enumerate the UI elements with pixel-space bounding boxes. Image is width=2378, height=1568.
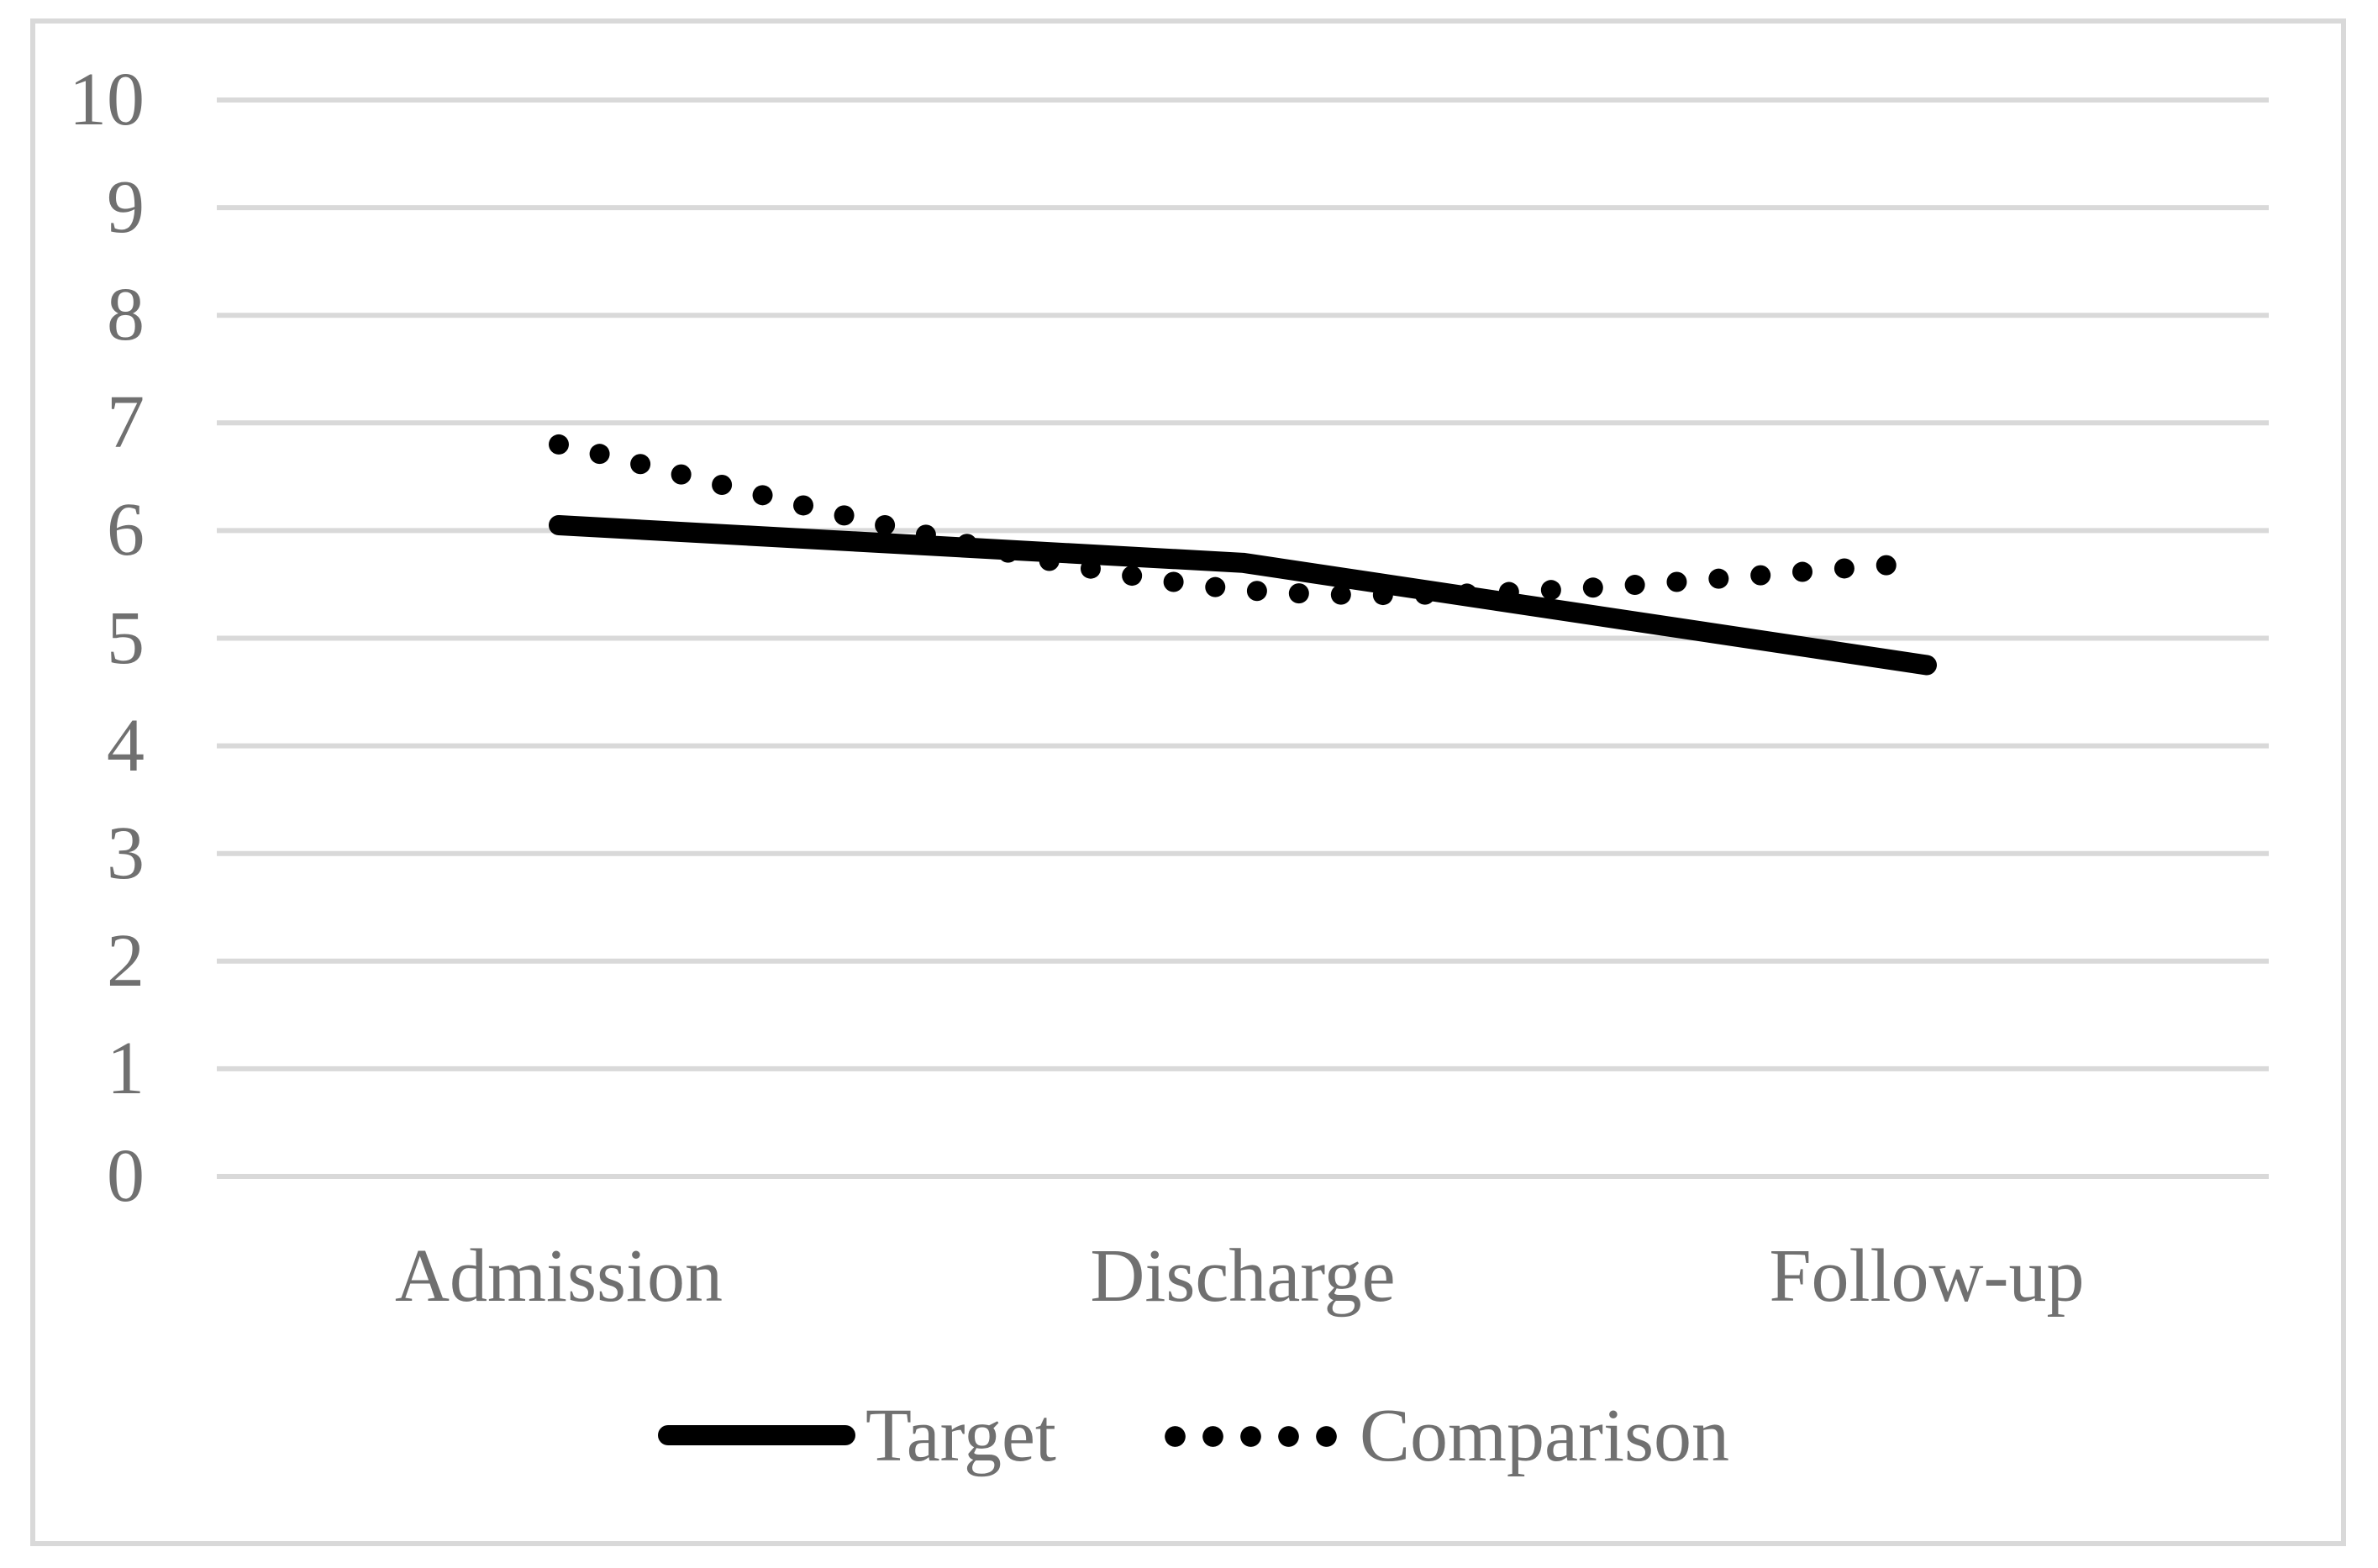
y-tick-label-7: 7 bbox=[107, 381, 145, 465]
chart-area-border bbox=[30, 18, 2346, 1546]
legend-target-solid-line-sample bbox=[658, 1425, 855, 1445]
y-tick-label-0: 0 bbox=[107, 1134, 145, 1218]
series-line-comparison bbox=[549, 434, 1937, 606]
y-tick-label-2: 2 bbox=[107, 918, 145, 1002]
series-line-target bbox=[549, 515, 1937, 676]
legend-target-label: Target bbox=[865, 1394, 1056, 1477]
y-tick-label-5: 5 bbox=[107, 596, 145, 680]
gridlines bbox=[217, 97, 2269, 1179]
y-tick-label-10: 10 bbox=[69, 58, 145, 141]
y-tick-label-1: 1 bbox=[107, 1026, 145, 1110]
x-tick-label-admission: Admission bbox=[394, 1234, 723, 1318]
y-tick-label-3: 3 bbox=[107, 811, 145, 895]
x-tick-label-discharge: Discharge bbox=[1090, 1234, 1396, 1318]
legend-comparison-label: Comparison bbox=[1360, 1394, 1729, 1477]
y-tick-label-8: 8 bbox=[107, 273, 145, 357]
legend-comparison-dotted-line-sample bbox=[1156, 1426, 1344, 1447]
y-tick-label-9: 9 bbox=[107, 166, 145, 250]
y-tick-label-6: 6 bbox=[107, 488, 145, 572]
x-tick-label-follow-up: Follow-up bbox=[1769, 1234, 2085, 1318]
series-lines bbox=[549, 434, 1937, 676]
y-tick-label-4: 4 bbox=[107, 703, 145, 787]
